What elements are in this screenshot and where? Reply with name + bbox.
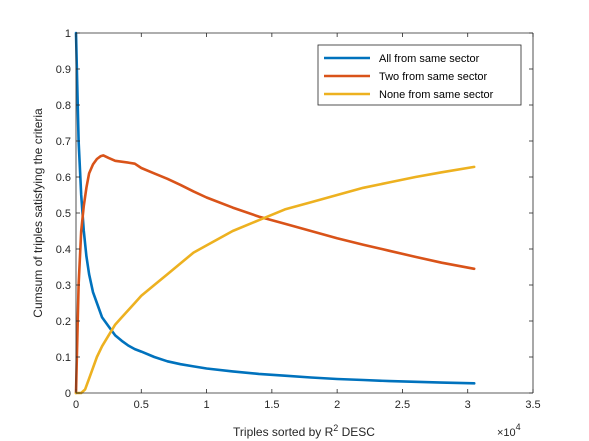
y-tick-label: 1 bbox=[65, 28, 71, 40]
y-tick-label: 0.7 bbox=[56, 136, 71, 148]
x-tick-label: 2 bbox=[334, 399, 340, 411]
y-tick-label: 0.3 bbox=[56, 280, 71, 292]
x-axis-label: Triples sorted by R2 DESC bbox=[233, 423, 375, 439]
legend-label-all-same-sector: All from same sector bbox=[379, 53, 480, 65]
x-axis-exponent: ×104 bbox=[497, 422, 521, 439]
y-tick-label: 0 bbox=[65, 388, 71, 400]
y-axis-label: Cumsum of triples satisfying the criteri… bbox=[31, 108, 45, 318]
x-tick-label: 3.5 bbox=[525, 399, 540, 411]
y-tick-label: 0.2 bbox=[56, 316, 71, 328]
x-tick-label: 0 bbox=[73, 399, 79, 411]
y-tick-label: 0.8 bbox=[56, 100, 71, 112]
y-tick-label: 0.5 bbox=[56, 208, 71, 220]
y-tick-label: 0.6 bbox=[56, 172, 71, 184]
x-tick-label: 1 bbox=[204, 399, 210, 411]
legend: All from same sector Two from same secto… bbox=[318, 45, 521, 105]
x-tick-label: 0.5 bbox=[134, 399, 149, 411]
legend-label-two-same-sector: Two from same sector bbox=[379, 71, 488, 83]
legend-label-none-same-sector: None from same sector bbox=[379, 89, 494, 101]
x-tick-label: 3 bbox=[465, 399, 471, 411]
y-tick-label: 0.4 bbox=[56, 244, 71, 256]
x-tick-label: 2.5 bbox=[395, 399, 410, 411]
y-tick-label: 0.9 bbox=[56, 64, 71, 76]
x-tick-label: 1.5 bbox=[264, 399, 279, 411]
y-tick-label: 0.1 bbox=[56, 352, 71, 364]
